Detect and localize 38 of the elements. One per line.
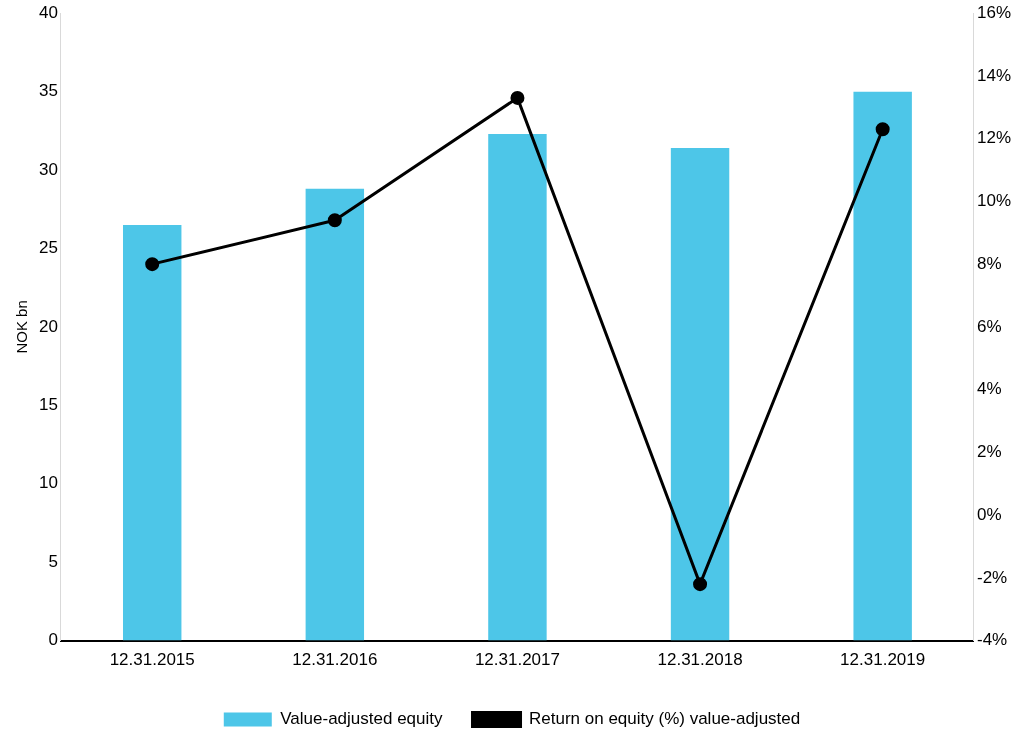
y2-tick-label: 0%	[976, 504, 1002, 524]
y2-tick-label: 2%	[976, 442, 1002, 462]
y-tick-label: 20	[38, 316, 58, 336]
legend-label: Value-adjusted equity	[280, 709, 444, 729]
legend-label: Return on equity (%) value-adjusted	[529, 709, 801, 729]
y2-tick-label: 6%	[976, 316, 1002, 336]
y-tick-label: 15	[38, 395, 58, 415]
x-tick-label: 12.31.2018	[657, 650, 743, 670]
bar	[123, 224, 182, 641]
y2-tick-label: 12%	[976, 128, 1012, 148]
y-axis-title: NOK bn	[13, 300, 31, 354]
point	[875, 122, 890, 137]
bar	[305, 188, 365, 641]
y2-tick-label: 10%	[976, 191, 1012, 211]
y2-tick-label: 8%	[976, 253, 1002, 273]
y-tick-label: 0	[48, 630, 58, 650]
bar	[670, 148, 730, 641]
y-tick-label: 10	[38, 473, 58, 493]
y-tick-label: 25	[38, 238, 58, 258]
y2-tick-label: 16%	[976, 2, 1012, 22]
y2-tick-label: 4%	[976, 379, 1002, 399]
y2-tick-label: 14%	[976, 65, 1012, 85]
y-tick-label: 40	[38, 2, 58, 22]
x-tick-label: 12.31.2016	[292, 650, 378, 670]
bar	[853, 91, 912, 641]
x-tick-label: 12.31.2017	[474, 650, 560, 670]
bar	[488, 133, 547, 641]
point	[510, 90, 525, 105]
y2-tick-label: -2%	[976, 567, 1008, 587]
point	[145, 257, 160, 272]
point	[327, 213, 342, 228]
x-tick-label: 12.31.2019	[840, 650, 926, 670]
y-tick-label: 30	[38, 159, 58, 179]
point	[693, 577, 708, 592]
y2-tick-label: -4%	[976, 630, 1008, 650]
y-tick-label: 5	[48, 551, 58, 571]
x-tick-label: 12.31.2015	[109, 650, 195, 670]
y-tick-label: 35	[38, 81, 58, 101]
